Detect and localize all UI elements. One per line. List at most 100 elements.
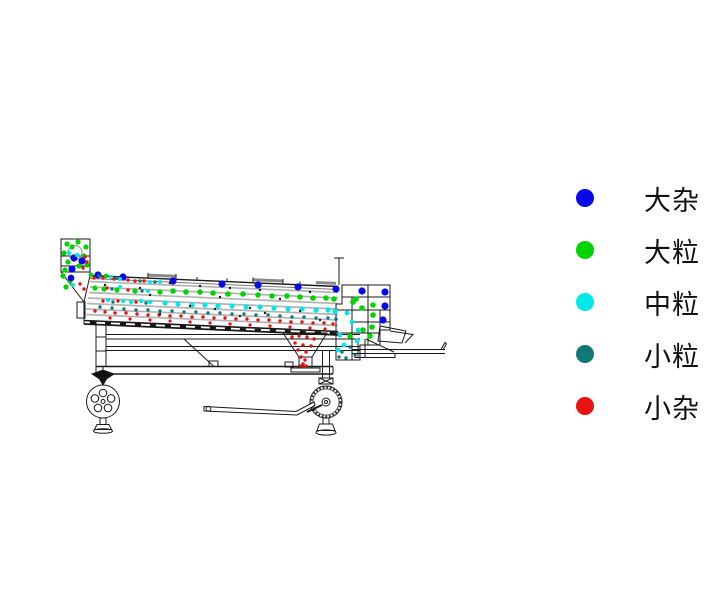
- particle-dot-red: [308, 326, 312, 330]
- particle-dot-teal: [278, 314, 282, 318]
- particle-dot-teal: [97, 274, 101, 278]
- particle-dot-red: [331, 322, 335, 326]
- particle-dot-teal: [146, 308, 150, 312]
- particle-dot-blue: [67, 274, 75, 282]
- particle-dot-blue: [358, 287, 366, 295]
- particle-dot-red: [116, 299, 120, 303]
- particle-dot-green: [323, 295, 329, 301]
- particle-dot-red: [290, 335, 294, 339]
- particle-dot-cyan: [138, 298, 144, 304]
- particle-dot-red: [188, 320, 192, 324]
- particle-dot-red: [296, 348, 300, 352]
- particle-dot-red: [82, 287, 86, 291]
- legend-item: 大杂: [576, 181, 700, 216]
- particle-dot-teal: [218, 311, 222, 315]
- particle-dot-cyan: [71, 283, 75, 287]
- leveling-foot-left: [93, 417, 113, 434]
- particle-dot-red: [81, 266, 85, 270]
- particle-dot-red: [278, 319, 282, 323]
- particle-dot-red: [312, 337, 316, 341]
- particle-dot-red: [223, 316, 227, 320]
- particle-dot-green: [310, 295, 316, 301]
- particle-dot-green: [370, 312, 376, 318]
- particle-dot-red: [256, 318, 260, 322]
- particle-dot-red: [134, 300, 138, 304]
- particle-dot-cyan: [128, 299, 134, 305]
- particle-dot-red: [268, 324, 272, 328]
- particle-dot-red: [297, 334, 301, 338]
- particle-dot-cyan: [66, 250, 72, 256]
- particle-dot-cyan: [158, 280, 162, 284]
- legend-color-dot: [576, 241, 594, 259]
- particle-dot-teal: [337, 355, 341, 359]
- particle-dot-green: [101, 286, 107, 292]
- particle-dot-teal: [111, 300, 115, 304]
- particle-dot-teal: [110, 306, 114, 310]
- particle-dot-red: [126, 278, 130, 282]
- particle-dot-red: [135, 312, 139, 316]
- particle-dot-black: [103, 283, 107, 287]
- particle-dot-green: [76, 263, 82, 269]
- particle-dot-red: [293, 341, 297, 345]
- particle-dot-cyan: [202, 302, 208, 308]
- particle-dot-red: [93, 309, 97, 313]
- particle-dot-green: [225, 291, 231, 297]
- particle-dot-red: [103, 310, 107, 314]
- particle-dot-cyan: [175, 301, 181, 307]
- particle-dot-red: [146, 313, 150, 317]
- particle-dot-cyan: [229, 303, 235, 309]
- particle-dot-green: [132, 288, 138, 294]
- particle-dot-teal: [170, 309, 174, 313]
- leveling-foot-right: [315, 417, 337, 436]
- particle-dot-black: [263, 311, 267, 315]
- particle-dot-teal: [153, 280, 157, 284]
- particle-dot-cyan: [344, 310, 350, 316]
- particle-dot-green: [69, 244, 75, 250]
- particle-dot-cyan: [325, 307, 331, 313]
- particle-dot-red: [101, 299, 105, 303]
- particle-dot-cyan: [146, 289, 150, 293]
- particle-dot-red: [301, 343, 305, 347]
- particle-dot-green: [353, 296, 359, 302]
- particle-dot-black: [228, 286, 232, 290]
- particle-dot-blue: [254, 281, 262, 289]
- particle-dot-cyan: [354, 338, 360, 344]
- particle-dot-teal: [206, 311, 210, 315]
- particle-dot-red: [179, 314, 183, 318]
- particle-dot-blue: [332, 285, 340, 293]
- particle-dot-blue: [379, 316, 387, 324]
- particle-dot-red: [311, 321, 315, 325]
- particle-dot-teal: [242, 312, 246, 316]
- particle-dot-green: [83, 244, 89, 250]
- particle-dot-blue: [381, 288, 389, 296]
- deck-end-cap: [76, 301, 86, 319]
- particle-dot-red: [168, 314, 172, 318]
- particle-dot-green: [255, 292, 261, 298]
- particle-dot-red: [289, 320, 293, 324]
- particle-dot-black: [258, 288, 262, 292]
- particle-dot-teal: [138, 279, 142, 283]
- particle-dot-cyan: [355, 327, 361, 333]
- particle-dot-green: [297, 294, 303, 300]
- support-frame: [95, 321, 366, 375]
- particle-dot-teal: [290, 315, 294, 319]
- particle-dot-cyan: [118, 277, 122, 281]
- particle-dot-red: [92, 276, 96, 280]
- left-wheel: [86, 367, 120, 419]
- particle-dot-teal: [182, 310, 186, 314]
- particle-dot-black: [248, 306, 252, 310]
- particle-dot-cyan: [118, 285, 122, 289]
- legend-item: 小粒: [576, 337, 700, 372]
- particle-dot-green: [63, 284, 69, 290]
- particle-dot-red: [299, 364, 303, 368]
- legend-item: 小杂: [576, 389, 700, 424]
- particle-dot-black: [198, 284, 202, 288]
- particle-dots: [60, 239, 389, 368]
- particle-dot-red: [105, 286, 109, 290]
- particle-dot-red: [148, 318, 152, 322]
- particle-dot-red: [83, 255, 87, 259]
- particle-dot-red: [190, 315, 194, 319]
